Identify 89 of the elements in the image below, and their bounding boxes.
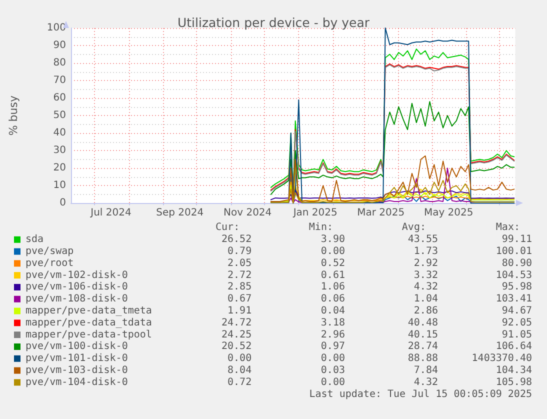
- text: 40.48: [408, 317, 438, 328]
- text: 3.18: [320, 317, 345, 328]
- text: 7.84: [414, 365, 438, 376]
- text: 88.88: [408, 353, 438, 364]
- y-tick-label: 50: [53, 110, 66, 122]
- text: 4.32: [414, 376, 438, 388]
- text: 2.96: [320, 329, 345, 340]
- text: 24.72: [221, 317, 252, 328]
- text: 104.34: [496, 365, 532, 376]
- text: 91.05: [502, 329, 532, 340]
- text: 95.98: [502, 282, 532, 293]
- text: 28.74: [408, 341, 438, 352]
- y-tick-label: 90: [53, 40, 66, 52]
- x-tick-label: Jan 2025: [292, 208, 338, 219]
- text: Min:: [308, 222, 333, 234]
- text: 0.79: [228, 246, 252, 257]
- text: 2.86: [414, 306, 438, 316]
- text: 99.11: [502, 234, 532, 246]
- y-axis-title: % busy: [7, 95, 20, 136]
- x-tick-label: Nov 2024: [224, 208, 272, 219]
- text: 1403370.40: [472, 353, 532, 364]
- legend-label: mapper/pve-data-tpool: [26, 329, 152, 340]
- text: 100.01: [496, 246, 532, 257]
- text: 0.67: [228, 294, 252, 305]
- legend-label: pve/vm-108-disk-0: [26, 294, 128, 305]
- text: 1.73: [414, 246, 438, 257]
- y-tick-label: 60: [53, 92, 66, 104]
- text: 8.04: [228, 365, 252, 376]
- line-series: [270, 188, 515, 202]
- y-tick-label: 80: [53, 58, 66, 69]
- legend-label: pve/vm-102-disk-0: [26, 270, 128, 281]
- text: 0.00: [228, 353, 252, 364]
- text: 0.03: [320, 365, 345, 376]
- text: Last update: Tue Jul 15 00:05:09 2025: [309, 388, 532, 400]
- y-tick-label: 70: [53, 75, 66, 86]
- text: 0.52: [320, 258, 345, 269]
- legend-label: pve/vm-103-disk-0: [26, 365, 128, 376]
- text: 0.04: [320, 306, 345, 316]
- text: 4.32: [414, 282, 438, 293]
- text: Max:: [496, 222, 520, 234]
- text: 80.90: [502, 258, 532, 269]
- text: 0.00: [320, 376, 345, 388]
- text: 106.64: [496, 341, 532, 352]
- text: 0.00: [320, 353, 345, 364]
- y-tick-label: 0: [60, 198, 66, 209]
- text: 2.05: [228, 258, 252, 269]
- text: 0.72: [228, 376, 252, 388]
- text: Cur:: [216, 222, 240, 234]
- text: 20.52: [221, 341, 252, 352]
- text: 24.25: [221, 329, 252, 340]
- legend-label: pve/swap: [26, 246, 74, 257]
- text: 94.67: [502, 306, 532, 316]
- text: 104.53: [496, 270, 532, 281]
- text: 2.72: [228, 270, 252, 281]
- text: Avg:: [402, 222, 426, 234]
- y-tick-label: 30: [53, 145, 66, 156]
- text: 92.05: [502, 317, 532, 328]
- text: 0.97: [320, 341, 345, 352]
- y-tick-label: 40: [53, 128, 66, 139]
- legend-label: pve/vm-104-disk-0: [26, 376, 128, 388]
- chart-title: Utilization per device - by year: [177, 15, 370, 30]
- text: 43.55: [408, 234, 438, 246]
- legend-label: pve/vm-101-disk-0: [26, 353, 128, 364]
- x-tick-label: Mar 2025: [357, 208, 405, 219]
- y-tick-label: 10: [53, 180, 66, 192]
- text: 103.41: [496, 294, 532, 305]
- legend-label: pve/root: [26, 258, 74, 269]
- legend-label: sda: [26, 234, 44, 246]
- text: 2.85: [228, 282, 252, 293]
- text: 26.52: [221, 234, 252, 246]
- x-tick-label: Jul 2024: [90, 208, 132, 219]
- text: 105.98: [496, 376, 532, 388]
- y-tick-label: 20: [53, 162, 66, 174]
- text: 0.00: [320, 246, 345, 257]
- text: 40.15: [408, 329, 438, 340]
- text: 1.04: [414, 294, 438, 305]
- legend-label: mapper/pve-data_tmeta: [26, 306, 152, 316]
- text: 1.91: [228, 306, 252, 316]
- legend-label: pve/vm-100-disk-0: [26, 341, 128, 352]
- text: 3.32: [414, 270, 438, 281]
- x-tick-label: Sep 2024: [156, 208, 204, 219]
- x-tick-label: May 2025: [424, 208, 474, 219]
- text: 3.90: [320, 234, 345, 246]
- text: 0.61: [320, 270, 345, 281]
- text: 0.06: [320, 294, 345, 305]
- legend-label: mapper/pve-data_tdata: [26, 317, 152, 328]
- text: 1.06: [320, 282, 345, 293]
- text: 2.92: [414, 258, 438, 269]
- legend-label: pve/vm-106-disk-0: [26, 282, 128, 293]
